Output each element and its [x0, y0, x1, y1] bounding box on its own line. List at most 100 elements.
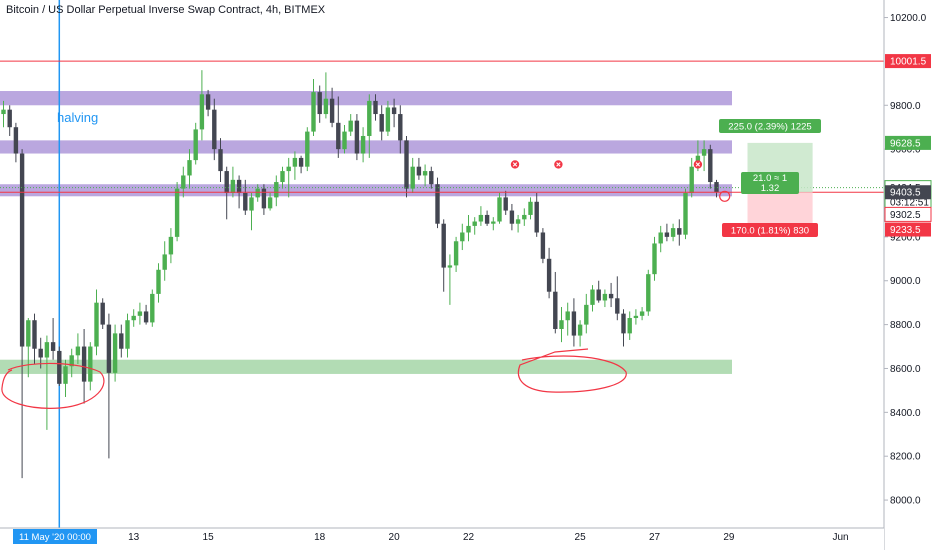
candle: [317, 85, 322, 123]
candle-body: [404, 140, 409, 189]
candle-body: [81, 346, 87, 382]
candle: [7, 105, 12, 136]
trade-rr-label-text-2: 1.32: [761, 183, 780, 194]
candle: [472, 217, 477, 235]
candle: [106, 313, 112, 459]
candle: [398, 105, 403, 154]
candle: [286, 157, 291, 198]
candle: [57, 346, 62, 387]
candle-body: [305, 131, 310, 167]
candle: [274, 175, 279, 207]
candle: [119, 324, 124, 358]
zone-purple-0: [0, 91, 732, 106]
candle: [280, 166, 285, 189]
trade-rr-label-bg: [741, 172, 799, 194]
price-tick-label: 9800.0: [890, 101, 921, 112]
candle-body: [205, 94, 211, 110]
candle: [584, 293, 589, 334]
time-axis-bg: [0, 528, 884, 550]
cross-marker-x: [695, 162, 701, 167]
candle-body: [75, 346, 81, 356]
candle-body: [633, 315, 639, 319]
candle-body: [212, 109, 217, 150]
candle-body: [596, 289, 601, 301]
candle-body: [658, 232, 663, 244]
trade-rr-label-text: 21.0 ≈ 1: [753, 173, 787, 184]
candle: [75, 333, 81, 365]
candle: [212, 98, 217, 161]
candle: [540, 228, 546, 264]
candle-body: [13, 127, 19, 154]
time-label: 13: [128, 532, 140, 543]
candle: [323, 72, 329, 119]
candle-body: [7, 109, 12, 128]
candle: [658, 225, 663, 253]
time-label-current-text: 11 May '20 00:00: [19, 532, 91, 543]
candle-body: [410, 166, 415, 189]
candle-body: [664, 232, 670, 237]
price-label: 9628.5: [885, 135, 931, 150]
time-label: 20: [389, 532, 401, 543]
candle-body: [1, 109, 6, 115]
candle: [460, 223, 465, 251]
candle-body: [590, 289, 595, 305]
candle: [243, 179, 248, 215]
candle-body: [348, 120, 353, 132]
candle-body: [131, 315, 136, 321]
candle-body: [708, 149, 713, 183]
candle-body: [652, 243, 657, 275]
candle-body: [137, 311, 143, 316]
candle-body: [497, 197, 502, 222]
candle-body: [19, 153, 25, 347]
candle-body: [342, 131, 347, 150]
candle-body: [38, 348, 43, 358]
candle: [491, 217, 496, 231]
candle-body: [503, 197, 508, 211]
candle-body: [484, 214, 490, 224]
candle: [596, 280, 601, 303]
trade-layer: 225.0 (2.39%) 1225 21.0 ≈ 11.32 170.0 (1.8…: [719, 119, 821, 237]
candle: [534, 193, 539, 237]
price-axis-bg: [884, 0, 932, 550]
price-axis[interactable]: 10200.09800.09600.09400.09200.09000.0880…: [883, 0, 932, 550]
candle-body: [460, 232, 465, 242]
candle-body: [162, 254, 167, 270]
price-label: 9403.5: [885, 185, 931, 200]
entry-circle-icon: [719, 190, 731, 202]
price-label-text: 9628.5: [890, 138, 921, 149]
candle-body: [435, 184, 440, 224]
candle: [646, 269, 651, 316]
candle: [44, 335, 50, 430]
candle-body: [608, 293, 614, 299]
price-tick-label: 9600.0: [890, 145, 921, 156]
candle-body: [714, 182, 719, 193]
candle: [292, 151, 298, 180]
candle-body: [255, 188, 260, 198]
candle: [354, 114, 360, 161]
candle-body: [57, 350, 62, 384]
candle: [466, 214, 471, 242]
candle-body: [559, 320, 564, 329]
trade-profit-label-text: 225.0 (2.39%) 1225: [728, 122, 811, 133]
time-label: 29: [723, 532, 735, 543]
price-label: 9233.5: [885, 222, 931, 237]
candle-body: [193, 129, 198, 161]
price-label: 9302.5: [884, 206, 932, 222]
candle-body: [621, 313, 626, 334]
price-tick-label: 8600.0: [890, 364, 921, 375]
candle: [683, 188, 688, 240]
hand-drawn-circle-middle: [517, 348, 627, 393]
candle: [367, 94, 372, 158]
candle: [503, 190, 508, 215]
cross-marker-icon: [693, 160, 703, 169]
time-axis[interactable]: 11 May '20 00:00 13 15 18 20 22 25 27 29 Jun: [0, 527, 884, 550]
candle-body: [528, 201, 533, 215]
cross-marker-x: [512, 162, 518, 167]
time-label: Jun: [832, 532, 848, 543]
candle-body: [472, 221, 477, 226]
candle: [311, 78, 316, 136]
candle: [664, 223, 670, 242]
candle-body: [218, 149, 223, 172]
